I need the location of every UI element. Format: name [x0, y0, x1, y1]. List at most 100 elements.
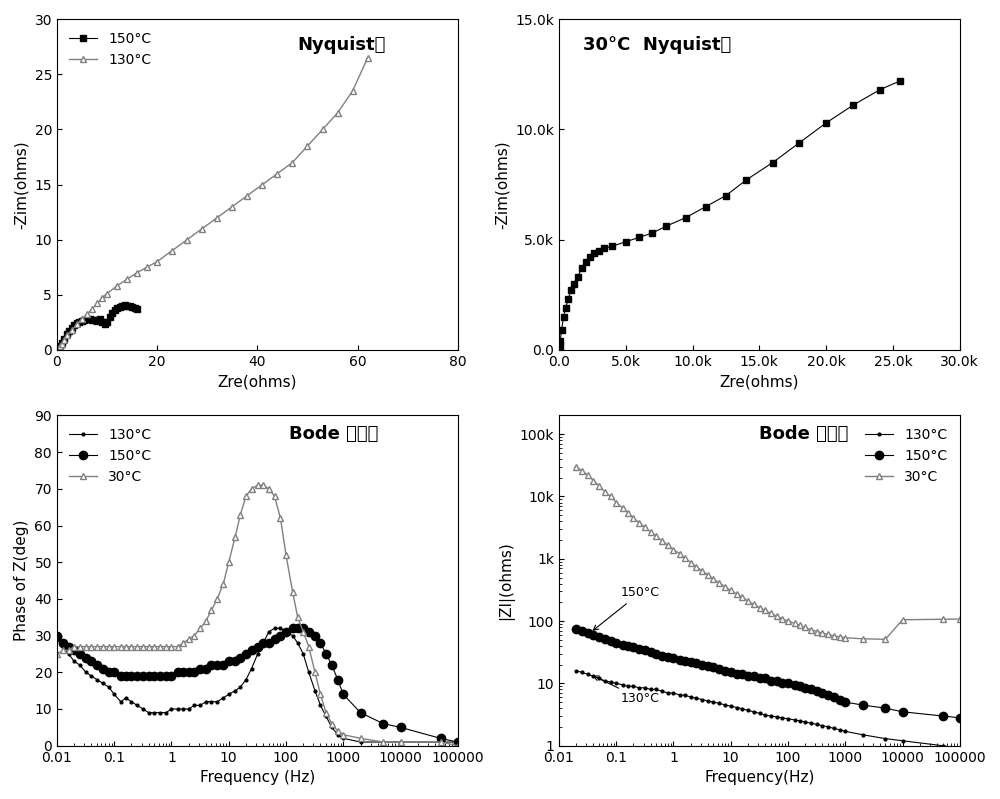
- 150°C: [104, 312, 116, 321]
- 30°C: [297, 627, 309, 637]
- 150°C: [84, 314, 96, 324]
- 30°C: [742, 596, 754, 606]
- Line: 150°C: 150°C: [56, 302, 140, 352]
- 150°C: [109, 305, 121, 315]
- Line: 30°C: 30°C: [53, 482, 461, 749]
- 150°C: [954, 713, 966, 722]
- 30°C: [879, 634, 891, 644]
- 150°C: [51, 630, 63, 640]
- 150°C: [71, 319, 83, 328]
- 150°C: [121, 301, 133, 311]
- 150°C: [570, 624, 582, 634]
- Legend: 130°C, 150°C, 30°C: 130°C, 150°C, 30°C: [64, 423, 157, 489]
- 150°C: [246, 646, 258, 655]
- 130°C: [241, 191, 253, 201]
- 30°C: [650, 531, 662, 541]
- 130°C: [229, 686, 241, 695]
- Text: Bode 相位图: Bode 相位图: [289, 425, 379, 443]
- 130°C: [570, 666, 582, 675]
- 130°C: [355, 737, 367, 747]
- Line: 150°C: 150°C: [53, 624, 462, 746]
- 30°C: [57, 646, 69, 655]
- 150°C: [650, 649, 662, 658]
- Text: Nyquist图: Nyquist图: [297, 36, 386, 54]
- 130°C: [362, 53, 374, 62]
- X-axis label: Frequency(Hz): Frequency(Hz): [704, 770, 815, 785]
- 150°C: [54, 341, 66, 351]
- 150°C: [66, 323, 78, 332]
- 150°C: [126, 302, 138, 312]
- Text: 150°C: 150°C: [593, 586, 660, 630]
- 30°C: [229, 531, 241, 541]
- 30°C: [252, 480, 264, 490]
- Text: 30°C  Nyquist图: 30°C Nyquist图: [583, 36, 731, 54]
- 150°C: [742, 671, 754, 681]
- 30°C: [246, 484, 258, 494]
- 150°C: [78, 315, 90, 324]
- 130°C: [52, 344, 64, 353]
- 130°C: [71, 320, 83, 329]
- 130°C: [56, 340, 68, 349]
- 130°C: [151, 256, 163, 266]
- 130°C: [347, 86, 359, 96]
- 150°C: [759, 674, 771, 683]
- 130°C: [101, 288, 113, 298]
- 150°C: [91, 316, 103, 326]
- 130°C: [834, 725, 846, 734]
- 130°C: [650, 685, 662, 694]
- 130°C: [246, 664, 258, 674]
- 130°C: [257, 638, 269, 648]
- 150°C: [287, 623, 299, 633]
- 150°C: [165, 671, 177, 681]
- 30°C: [51, 649, 63, 658]
- 30°C: [759, 606, 771, 615]
- 130°C: [742, 706, 754, 715]
- 150°C: [124, 301, 136, 311]
- Legend: 130°C, 150°C, 30°C: 130°C, 150°C, 30°C: [860, 423, 953, 489]
- Legend: 150°C, 130°C: 150°C, 130°C: [64, 26, 157, 73]
- Y-axis label: -Zim(ohms): -Zim(ohms): [495, 140, 510, 229]
- 150°C: [229, 657, 241, 666]
- 130°C: [286, 157, 298, 167]
- 130°C: [61, 331, 73, 340]
- 130°C: [271, 169, 283, 178]
- X-axis label: Frequency (Hz): Frequency (Hz): [200, 770, 315, 785]
- Y-axis label: -Zim(ohms): -Zim(ohms): [14, 140, 29, 229]
- 150°C: [106, 308, 118, 318]
- 150°C: [116, 301, 128, 311]
- Line: 130°C: 130°C: [54, 626, 461, 745]
- 130°C: [51, 634, 63, 644]
- 150°C: [748, 671, 760, 681]
- 150°C: [86, 315, 98, 324]
- Line: 130°C: 130°C: [55, 54, 371, 352]
- 150°C: [101, 317, 113, 327]
- 150°C: [96, 317, 108, 327]
- 150°C: [257, 638, 269, 648]
- 150°C: [73, 317, 85, 327]
- Text: 130°C: 130°C: [594, 676, 660, 706]
- 130°C: [332, 108, 344, 117]
- 150°C: [52, 344, 64, 353]
- 130°C: [76, 314, 88, 324]
- 150°C: [58, 334, 70, 344]
- 130°C: [131, 268, 143, 277]
- 150°C: [131, 304, 143, 314]
- 130°C: [452, 737, 464, 747]
- 130°C: [269, 623, 281, 633]
- 150°C: [114, 302, 126, 312]
- 150°C: [61, 329, 73, 339]
- 130°C: [141, 262, 153, 272]
- 150°C: [63, 326, 75, 336]
- 150°C: [129, 303, 141, 312]
- 150°C: [297, 623, 309, 633]
- 130°C: [211, 213, 223, 222]
- 150°C: [76, 316, 88, 326]
- 130°C: [317, 125, 329, 134]
- 130°C: [196, 224, 208, 233]
- 130°C: [96, 293, 108, 303]
- 150°C: [119, 300, 131, 309]
- 130°C: [66, 325, 78, 335]
- 130°C: [954, 744, 966, 753]
- 150°C: [99, 320, 111, 329]
- 150°C: [81, 314, 93, 324]
